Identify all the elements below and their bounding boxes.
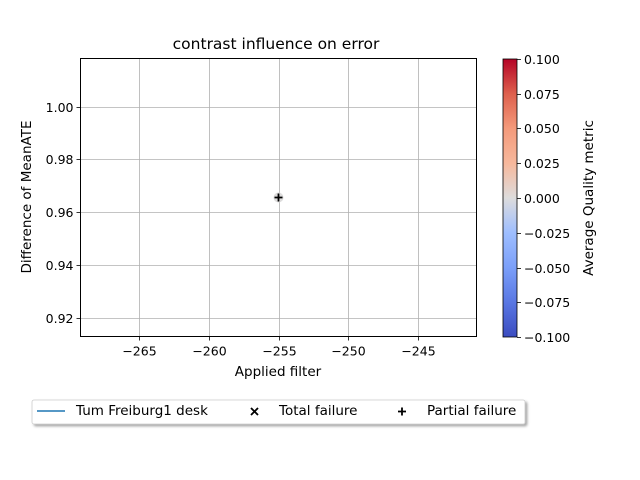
colorbar-tick-label: 0.075 bbox=[524, 87, 560, 102]
colorbar-tick-label: 0.025 bbox=[524, 156, 560, 171]
colorbar-tick-label: 0.100 bbox=[524, 52, 560, 67]
y-tick-label: 1.00 bbox=[46, 100, 74, 115]
legend-box bbox=[31, 399, 526, 425]
colorbar-label: Average Quality metric bbox=[581, 120, 597, 276]
colorbar-tick-label: −0.075 bbox=[524, 295, 570, 310]
colorbar-ticks: −0.100 −0.075 −0.050 −0.025 0.000 0.025 0.050 0… bbox=[517, 52, 570, 345]
legend: Tum Freiburg1 desk Total failure Partial… bbox=[31, 399, 526, 425]
colorbar-gradient bbox=[502, 58, 518, 338]
legend-entry-partial-failure: Partial failure bbox=[427, 403, 516, 419]
partial-failure-marker bbox=[274, 193, 283, 202]
x-tick-label: −260 bbox=[192, 344, 226, 359]
y-tick-label: 0.92 bbox=[46, 311, 74, 326]
legend-entry-tum-freiburg1-desk: Tum Freiburg1 desk bbox=[75, 403, 208, 419]
colorbar-tick-label: −0.025 bbox=[524, 226, 570, 241]
colorbar-tick-label: −0.050 bbox=[524, 261, 570, 276]
x-axis-label: Applied filter bbox=[235, 364, 322, 380]
legend-entry-total-failure: Total failure bbox=[278, 403, 357, 419]
x-axis: −265 −260 −255 −250 −245 bbox=[122, 336, 436, 359]
plus-marker-icon bbox=[398, 407, 406, 416]
y-tick-label: 0.96 bbox=[46, 205, 74, 220]
colorbar-tick-label: 0.050 bbox=[524, 121, 560, 136]
y-axis-label: Difference of MeanATE bbox=[19, 121, 35, 274]
y-axis: 0.92 0.94 0.96 0.98 1.00 bbox=[46, 100, 81, 326]
x-tick-label: −245 bbox=[401, 344, 435, 359]
colorbar: −0.100 −0.075 −0.050 −0.025 0.000 0.025 0.050 0… bbox=[502, 52, 597, 345]
plot-frame bbox=[80, 58, 477, 337]
y-tick-label: 0.94 bbox=[46, 258, 74, 273]
colorbar-tick-label: −0.100 bbox=[524, 330, 570, 345]
x-tick-label: −255 bbox=[262, 344, 296, 359]
grid bbox=[80, 58, 477, 337]
data-points bbox=[273, 192, 284, 203]
colorbar-tick-label: 0.000 bbox=[524, 191, 560, 206]
chart-title: contrast influence on error bbox=[173, 35, 380, 53]
x-marker-icon bbox=[250, 407, 259, 416]
x-tick-label: −250 bbox=[331, 344, 365, 359]
y-tick-label: 0.98 bbox=[46, 152, 74, 167]
x-tick-label: −265 bbox=[122, 344, 156, 359]
